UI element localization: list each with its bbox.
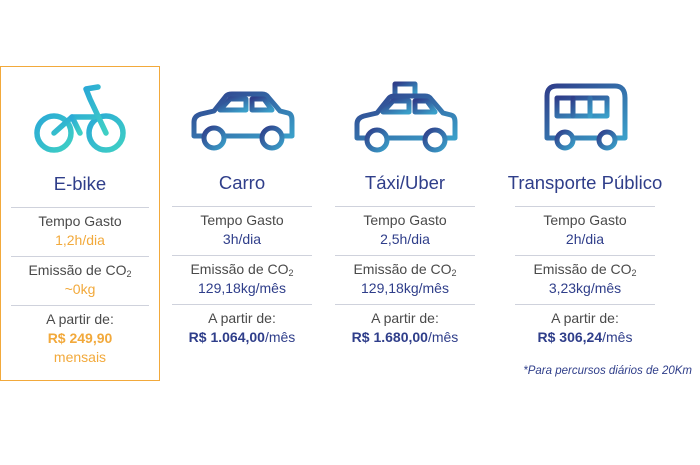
- card-carro: Carro Tempo Gasto 3h/dia Emissão de CO2 …: [162, 66, 322, 381]
- tempo-value: 2h/dia: [565, 231, 605, 247]
- preco-section: A partir de: R$ 1.064,00/mês: [172, 304, 312, 375]
- preco-section: A partir de: R$ 1.680,00/mês: [335, 304, 475, 375]
- emissao-value: 129,18kg/mês: [198, 280, 286, 296]
- tempo-label: Tempo Gasto: [363, 212, 447, 228]
- mode-name: Transporte Público: [507, 172, 663, 193]
- card-taxi: Táxi/Uber Tempo Gasto 2,5h/dia Emissão d…: [325, 66, 485, 381]
- emissao-value: ~0kg: [64, 281, 96, 297]
- preco-section: A partir de: R$ 249,90 mensais: [11, 305, 149, 376]
- tempo-value: 2,5h/dia: [380, 231, 430, 247]
- card-ebike: E-bike Tempo Gasto 1,2h/dia Emissão de C…: [0, 66, 160, 381]
- preco-period: mensais: [53, 349, 107, 365]
- tempo-section: Tempo Gasto 1,2h/dia: [11, 207, 149, 256]
- preco-label: A partir de:: [208, 310, 276, 326]
- emissao-section: Emissão de CO2 129,18kg/mês: [172, 255, 312, 304]
- emissao-label: Emissão de CO2: [353, 261, 457, 278]
- tempo-label: Tempo Gasto: [543, 212, 627, 228]
- preco-label: A partir de:: [551, 310, 619, 326]
- preco-value: R$ 249,90: [47, 330, 113, 346]
- tempo-section: Tempo Gasto 2h/dia: [515, 206, 655, 255]
- emissao-section: Emissão de CO2 ~0kg: [11, 256, 149, 305]
- tempo-section: Tempo Gasto 2,5h/dia: [335, 206, 475, 255]
- preco-value: R$ 1.064,00/mês: [188, 329, 296, 345]
- taxi-icon: [325, 76, 485, 156]
- preco-value: R$ 1.680,00/mês: [351, 329, 459, 345]
- emissao-section: Emissão de CO2 129,18kg/mês: [335, 255, 475, 304]
- mode-name: Carro: [218, 172, 266, 193]
- bus-icon: [505, 76, 665, 156]
- tempo-section: Tempo Gasto 3h/dia: [172, 206, 312, 255]
- car-icon: [162, 76, 322, 156]
- preco-section: A partir de: R$ 306,24/mês: [515, 304, 655, 375]
- tempo-value: 3h/dia: [222, 231, 262, 247]
- emissao-value: 129,18kg/mês: [361, 280, 449, 296]
- emissao-section: Emissão de CO2 3,23kg/mês: [515, 255, 655, 304]
- card-transporte-publico: Transporte Público Tempo Gasto 2h/dia Em…: [505, 66, 665, 381]
- emissao-label: Emissão de CO2: [533, 261, 637, 278]
- emissao-label: Emissão de CO2: [28, 262, 132, 279]
- tempo-label: Tempo Gasto: [200, 212, 284, 228]
- mode-name: Táxi/Uber: [364, 172, 446, 193]
- emissao-value: 3,23kg/mês: [548, 280, 622, 296]
- preco-value: R$ 306,24/mês: [537, 329, 633, 345]
- tempo-value: 1,2h/dia: [55, 232, 105, 248]
- mode-name: E-bike: [53, 173, 107, 194]
- preco-label: A partir de:: [46, 311, 114, 327]
- bicycle-icon: [1, 77, 159, 157]
- emissao-label: Emissão de CO2: [190, 261, 294, 278]
- footnote: *Para percursos diários de 20Km: [523, 365, 692, 377]
- tempo-label: Tempo Gasto: [38, 213, 122, 229]
- preco-label: A partir de:: [371, 310, 439, 326]
